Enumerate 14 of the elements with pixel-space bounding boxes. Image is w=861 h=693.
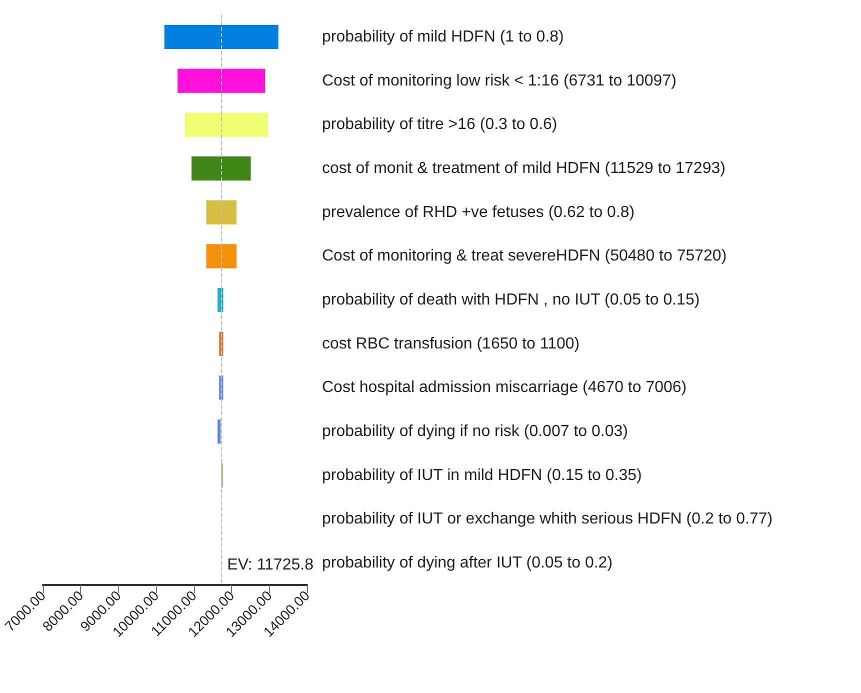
y-tick-label: probability of IUT or exchange whith serious HDFN (0.2 to 0.77) (322, 510, 773, 528)
y-tick-label: Cost of monitoring & treat severeHDFN (50480 to 75720) (322, 248, 727, 265)
y-tick-label: probability of dying after IUT (0.05 to 0.2) (322, 554, 613, 572)
y-tick-label: probability of mild HDFN (1 to 0.8) (322, 28, 564, 46)
y-tick-label: probability of death with HDFN , no IUT (0.05 to 0.15) (322, 292, 700, 308)
y-tick-label: probability of IUT in mild HDFN (0.15 to 0.35) (322, 466, 642, 484)
ref-line-label: EV: 11725.8 (227, 556, 314, 574)
y-tick-label: cost RBC transfusion (1650 to 1100) (322, 335, 580, 352)
y-tick-label: Cost of monitoring low risk < 1:16 (6731 to 10097) (322, 72, 676, 90)
y-tick-label: Cost hospital admission miscarriage (4670 to 7006) (322, 379, 687, 396)
y-tick-label: cost of monit & treatment of mild HDFN (11529 to 17293) (322, 160, 726, 177)
y-tick-label: prevalence of RHD +ve fetuses (0.62 to 0.8) (322, 204, 635, 221)
y-tick-label: probability of dying if no risk (0.007 to 0.03) (322, 423, 628, 440)
y-tick-label: probability of titre >16 (0.3 to 0.6) (322, 116, 558, 134)
